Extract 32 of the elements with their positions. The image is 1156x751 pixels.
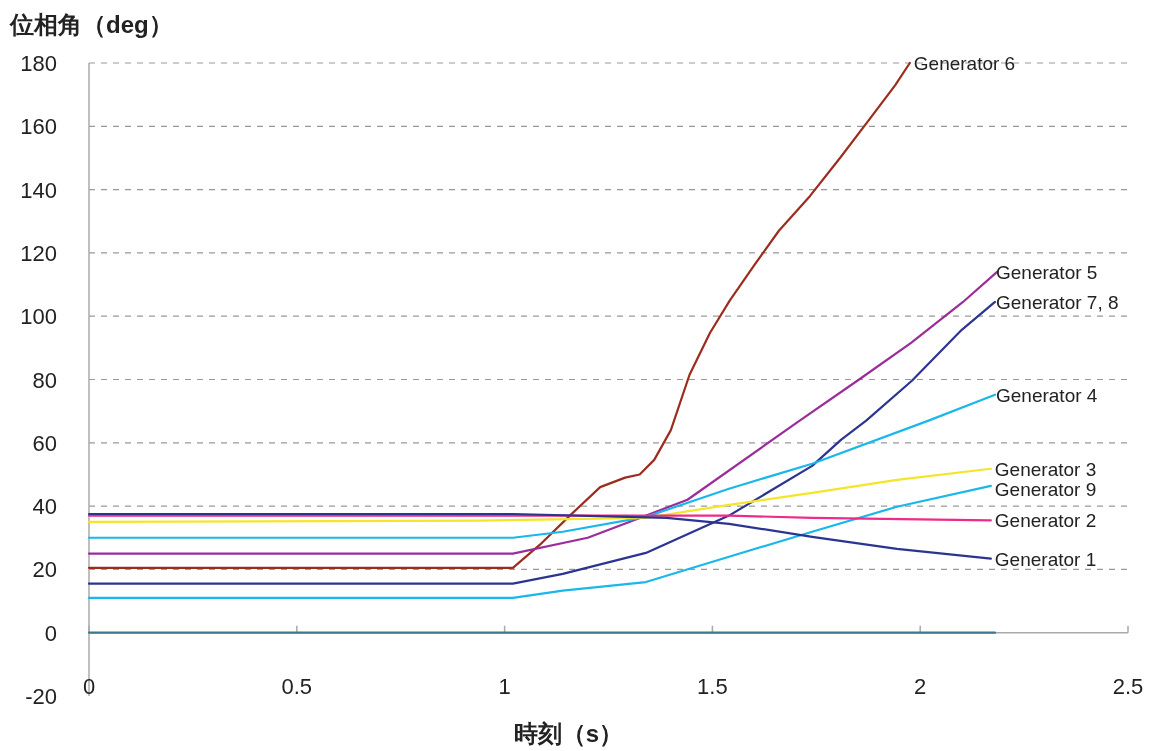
series-label: Generator 7, 8 — [996, 291, 1119, 313]
series-label: Generator 1 — [994, 548, 1097, 570]
y-tick-label: 40 — [32, 494, 57, 520]
y-tick-label: -20 — [25, 684, 57, 709]
y-axis-title: 位相角（deg） — [9, 11, 173, 38]
y-tick-label: 160 — [20, 114, 57, 140]
y-tick-label: 60 — [32, 430, 57, 456]
line-series — [87, 300, 997, 585]
series-label: Generator 4 — [996, 384, 1098, 406]
x-tick-label: 1 — [498, 674, 511, 699]
x-tick-label: 0 — [82, 674, 96, 699]
y-tick-label: 120 — [20, 240, 57, 266]
y-tick-label: 180 — [20, 51, 57, 76]
y-tick-label: 20 — [32, 557, 57, 583]
series-label: Generator 6 — [913, 53, 1016, 74]
series-label: Generator 5 — [996, 261, 1098, 283]
line-series — [87, 484, 992, 599]
y-tick-label: 80 — [32, 367, 57, 393]
series-label: Generator 2 — [994, 510, 1097, 532]
x-tick-label: 2.5 — [1112, 674, 1144, 699]
series-label: Generator 3 — [994, 458, 1097, 480]
x-tick-label: 0.5 — [281, 674, 313, 699]
line-series — [87, 393, 997, 539]
y-tick-label: 0 — [44, 620, 57, 646]
x-axis-title: 時刻（s） — [513, 720, 624, 747]
line-series — [87, 61, 911, 569]
x-tick-label: 1.5 — [697, 674, 728, 699]
y-tick-label: 140 — [20, 177, 57, 203]
series-label: Generator 9 — [994, 478, 1097, 500]
line-series — [87, 467, 992, 524]
x-tick-label: 2 — [914, 674, 927, 699]
y-tick-label: 100 — [20, 304, 57, 330]
